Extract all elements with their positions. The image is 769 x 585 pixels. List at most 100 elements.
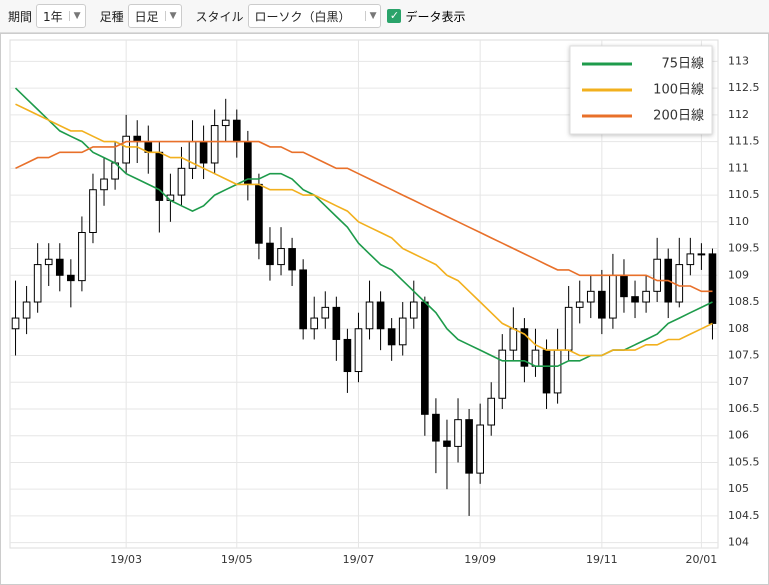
candle-body bbox=[398, 317, 407, 346]
ma-line bbox=[15, 140, 713, 293]
y-tick-label: 113 bbox=[728, 54, 749, 67]
y-tick-label: 109.5 bbox=[728, 242, 760, 255]
data-checkbox[interactable]: ✓ bbox=[387, 9, 402, 23]
candle-body bbox=[332, 306, 341, 340]
candle-body bbox=[277, 248, 285, 266]
candle-body bbox=[631, 296, 639, 303]
candle-body bbox=[454, 419, 462, 447]
y-tick-label: 108 bbox=[728, 322, 749, 335]
candle-body bbox=[376, 301, 385, 330]
dropdown-arrow: ▼ bbox=[68, 11, 81, 21]
candle-body bbox=[321, 306, 330, 319]
candle-body bbox=[89, 189, 97, 234]
legend-label: 200日線 bbox=[653, 108, 704, 124]
candle-body bbox=[642, 290, 650, 303]
candle-body bbox=[487, 397, 496, 426]
x-tick-label: 19/05 bbox=[221, 553, 253, 566]
candle-body bbox=[33, 264, 42, 303]
y-tick-label: 111.5 bbox=[728, 135, 760, 148]
x-tick-label: 19/09 bbox=[464, 553, 496, 566]
y-tick-label: 105.5 bbox=[728, 455, 760, 468]
candle-body bbox=[44, 258, 53, 266]
candle-body bbox=[67, 274, 75, 282]
legend-label: 75日線 bbox=[661, 56, 704, 72]
candle-body bbox=[476, 424, 484, 474]
candle-body bbox=[421, 301, 429, 415]
y-tick-label: 106 bbox=[728, 429, 749, 442]
candle-body bbox=[697, 253, 706, 256]
candle-body bbox=[288, 248, 296, 271]
ma-line bbox=[15, 103, 713, 357]
y-tick-label: 110 bbox=[728, 215, 749, 228]
candle-body bbox=[266, 242, 274, 266]
candle-body bbox=[686, 253, 695, 266]
candle-body bbox=[78, 232, 86, 282]
candle-body bbox=[387, 328, 396, 346]
candle-body bbox=[509, 328, 518, 351]
period-label: 期間 bbox=[8, 9, 33, 24]
candle-body bbox=[564, 306, 573, 351]
bar-select[interactable]: 日足 ▼ bbox=[127, 4, 182, 28]
candle-body bbox=[653, 258, 661, 292]
period-select[interactable]: 1年 ▼ bbox=[36, 4, 86, 28]
candle-body bbox=[708, 253, 717, 324]
legend-label: 100日線 bbox=[653, 82, 704, 98]
legend: 75日線 100日線 200日線 bbox=[569, 45, 713, 135]
toolbar: 期間 1年 ▼ 足種 日足 ▼ スタイル ローソク（白黒） ▼ ✓ データ表示 bbox=[0, 0, 769, 33]
y-tick-label: 106.5 bbox=[728, 402, 760, 415]
style-select[interactable]: ローソク（白黒） ▼ bbox=[247, 4, 382, 28]
chart: 104 104.5 105 105.5 106 106.5 107 107.5 108 108.5… bbox=[0, 33, 769, 585]
data-toggle-label: データ表示 bbox=[405, 9, 466, 24]
y-tick-label: 107 bbox=[728, 375, 749, 388]
candle-body bbox=[343, 338, 352, 373]
candle-body bbox=[299, 269, 307, 330]
x-tick-label: 19/11 bbox=[586, 553, 618, 566]
candle-body bbox=[177, 167, 186, 196]
candle-body bbox=[199, 141, 208, 164]
bar-label: 足種 bbox=[99, 9, 124, 24]
y-tick-label: 109 bbox=[728, 268, 749, 281]
candle-body bbox=[210, 125, 219, 164]
y-tick-label: 105 bbox=[728, 482, 749, 495]
style-label: スタイル bbox=[195, 9, 244, 24]
style-value: ローソク（白黒） bbox=[254, 9, 351, 24]
candle-body bbox=[354, 328, 363, 373]
x-tick-label: 19/03 bbox=[110, 553, 142, 566]
candle-body bbox=[22, 301, 31, 319]
candle-body bbox=[586, 290, 595, 303]
candle-body bbox=[575, 301, 584, 308]
x-tick-label: 20/01 bbox=[686, 553, 718, 566]
candle-body bbox=[443, 440, 451, 447]
dropdown-arrow: ▼ bbox=[364, 11, 376, 21]
candle-body bbox=[155, 151, 164, 201]
bar-value: 日足 bbox=[134, 9, 159, 24]
candle-body bbox=[221, 119, 230, 127]
y-tick-label: 104 bbox=[728, 536, 749, 549]
plot-area bbox=[9, 39, 719, 549]
y-tick-label: 104.5 bbox=[728, 509, 760, 522]
x-tick-label: 19/07 bbox=[343, 553, 375, 566]
candle-body bbox=[531, 349, 540, 367]
candle-body bbox=[498, 349, 507, 399]
candle-body bbox=[409, 301, 418, 319]
candle-body bbox=[310, 317, 319, 330]
period-value: 1年 bbox=[43, 9, 63, 24]
y-tick-label: 110.5 bbox=[728, 188, 760, 201]
candle-body bbox=[100, 178, 108, 191]
candle-body bbox=[598, 290, 606, 319]
candle-body bbox=[520, 328, 529, 367]
dropdown-arrow: ▼ bbox=[164, 11, 177, 21]
y-tick-label: 112.5 bbox=[728, 81, 760, 94]
candle-body bbox=[244, 141, 252, 185]
y-tick-label: 111 bbox=[728, 161, 749, 174]
candle-body bbox=[365, 301, 374, 330]
y-tick-label: 107.5 bbox=[728, 348, 760, 361]
candle-body bbox=[675, 264, 684, 303]
candle-body bbox=[232, 119, 241, 143]
candle-body bbox=[620, 274, 628, 298]
y-tick-label: 112 bbox=[728, 108, 749, 121]
candle-body bbox=[11, 317, 20, 330]
candle-body bbox=[465, 419, 473, 474]
candle-body bbox=[432, 413, 440, 442]
